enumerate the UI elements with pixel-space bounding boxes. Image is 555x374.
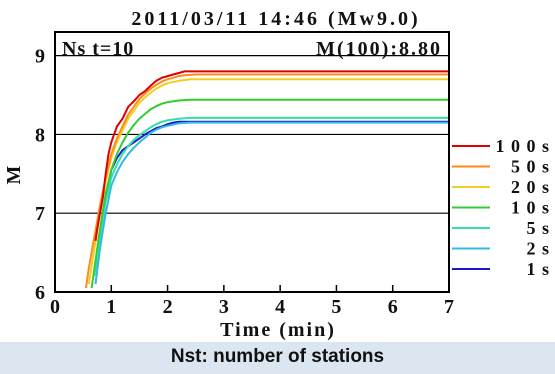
x-tick-label-3: 3 [219,296,229,318]
caption: Nst: number of stations [170,346,385,367]
legend-label-0: 1 0 0 s [495,136,550,156]
x-tick-label-7: 7 [444,296,454,318]
x-tick-label-4: 4 [275,296,285,318]
legend-label-6: 1 s [526,259,550,279]
x-tick-label-2: 2 [163,296,173,318]
plot-frame [54,31,450,293]
series-line-0 [94,70,449,241]
legend-label-1: 5 0 s [511,157,550,177]
series-line-3 [90,98,449,289]
series-group [85,70,449,289]
y-tick-label-9: 9 [35,46,45,68]
x-tick-label-6: 6 [388,296,398,318]
legend-label-5: 2 s [526,239,550,259]
legend-label-2: 2 0 s [511,177,550,197]
series-line-4 [93,116,449,277]
annotation-magnitude: M(100):8.80 [316,38,442,60]
y-tick-label-6: 6 [35,282,45,304]
series-line-5 [94,121,449,285]
legend: 1 0 0 s5 0 s2 0 s1 0 s5 s2 s1 s [452,136,550,279]
y-axis-label: M [3,165,25,184]
x-tick-label-1: 1 [106,296,116,318]
legend-label-3: 1 0 s [511,198,550,218]
annotation-station-count: Ns t=10 [62,38,134,60]
y-tick-label-7: 7 [35,203,45,225]
x-tick-label-0: 0 [50,296,60,318]
x-axis-label: Time (min) [220,319,336,341]
y-tick-label-8: 8 [35,124,45,146]
chart-title: 2011/03/11 14:46 (Mw9.0) [131,8,420,30]
axis-ticks: 0 1 2 3 4 5 6 7 6 7 8 9 [35,46,454,318]
legend-label-4: 5 s [526,218,550,238]
x-tick-label-5: 5 [331,296,341,318]
